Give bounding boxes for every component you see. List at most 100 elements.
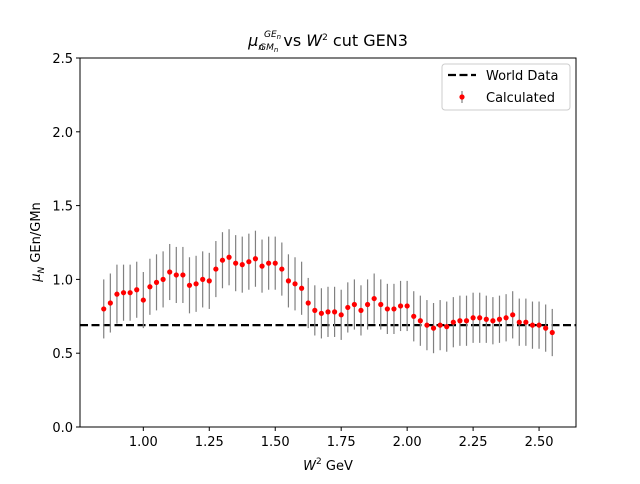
data-point	[325, 309, 331, 315]
title-den-sub: n	[274, 46, 278, 54]
legend-label: Calculated	[486, 91, 555, 106]
data-point	[444, 324, 450, 330]
data-point	[523, 319, 529, 325]
data-point	[272, 260, 278, 266]
data-point	[233, 260, 239, 266]
x-tick-label: 1.25	[195, 435, 224, 450]
data-point	[371, 295, 377, 302]
y-label-base: μ	[29, 274, 44, 283]
data-point	[292, 281, 298, 287]
data-point	[160, 276, 166, 282]
data-point	[358, 307, 364, 313]
data-point	[167, 269, 173, 275]
x-label-sup: 2	[316, 457, 322, 467]
y-tick-label: 2.5	[52, 52, 73, 67]
title-mid: vs	[278, 31, 306, 50]
x-label-rest: GeV	[322, 459, 353, 474]
data-point	[516, 319, 522, 325]
data-point	[470, 315, 476, 321]
data-point	[450, 319, 456, 325]
data-point	[239, 262, 245, 268]
data-point	[483, 316, 489, 322]
data-point	[140, 297, 146, 303]
plot-frame	[79, 57, 577, 428]
title-den: GM	[259, 43, 274, 53]
data-point	[153, 279, 160, 285]
data-point	[114, 291, 120, 297]
title-w-sup: 2	[322, 33, 328, 43]
data-point	[305, 300, 311, 306]
data-point	[384, 306, 390, 312]
data-point	[101, 306, 107, 312]
data-point	[345, 304, 351, 311]
data-point	[496, 316, 503, 322]
data-point	[180, 272, 186, 278]
data-point	[318, 310, 325, 316]
data-point	[246, 259, 252, 265]
data-point	[173, 272, 179, 278]
data-point	[134, 287, 140, 293]
data-point	[411, 313, 417, 319]
data-point	[490, 318, 496, 324]
x-axis-label: W2 GeV	[303, 457, 353, 474]
data-point	[351, 301, 357, 308]
legend-label: World Data	[486, 69, 558, 84]
data-point	[252, 256, 259, 262]
y-tick-label: 0.0	[52, 421, 73, 436]
data-point	[404, 303, 410, 309]
y-label-sub: N	[37, 267, 47, 274]
data-point	[430, 325, 437, 331]
data-point	[364, 301, 371, 308]
data-point	[226, 254, 232, 260]
data-point	[397, 303, 404, 309]
data-point	[510, 312, 516, 318]
title-mu: μ	[247, 31, 258, 50]
x-tick-label: 1.75	[327, 435, 356, 450]
x-tick-label: 1.00	[129, 435, 158, 450]
y-tick-label: 1.0	[52, 273, 73, 288]
data-point	[463, 318, 470, 324]
data-point	[200, 276, 206, 282]
data-point	[312, 307, 318, 313]
data-point	[536, 322, 542, 328]
x-tick-label: 1.50	[261, 435, 290, 450]
data-point	[120, 290, 127, 296]
title-w: W	[306, 31, 323, 50]
data-point	[378, 301, 384, 308]
title-tail: cut GEN3	[328, 31, 408, 50]
y-tick-label: 0.5	[52, 347, 73, 362]
data-point	[285, 278, 292, 284]
data-point	[107, 300, 113, 306]
x-label-base: W	[303, 459, 317, 474]
title-num-sub: n	[277, 33, 281, 41]
data-point	[437, 322, 443, 328]
data-point	[147, 284, 153, 290]
data-point	[543, 325, 549, 331]
y-tick-label: 1.5	[52, 200, 73, 215]
y-tick-label: 2.0	[52, 126, 73, 141]
data-point	[503, 315, 509, 321]
data-point	[391, 306, 397, 312]
data-point	[529, 322, 536, 328]
data-point	[417, 318, 423, 324]
data-point	[299, 285, 305, 291]
data-point	[279, 266, 285, 272]
data-point	[186, 282, 193, 288]
x-tick-label: 2.50	[525, 435, 554, 450]
y-label-rest: GEn/GMn	[29, 202, 44, 267]
x-tick-label: 2.00	[393, 435, 422, 450]
data-point	[193, 281, 199, 287]
title-num: GE	[264, 30, 277, 40]
data-point	[477, 315, 483, 321]
chart-title: μnGEn GMn vs W2 cut GEN3	[247, 30, 408, 54]
data-point	[549, 329, 555, 336]
x-tick-label: 2.25	[459, 435, 488, 450]
data-point	[266, 260, 272, 266]
legend-marker	[459, 94, 465, 100]
data-point	[331, 309, 338, 315]
data-point	[213, 266, 219, 272]
data-point	[127, 290, 133, 296]
title-mu-sub: n	[258, 43, 264, 53]
